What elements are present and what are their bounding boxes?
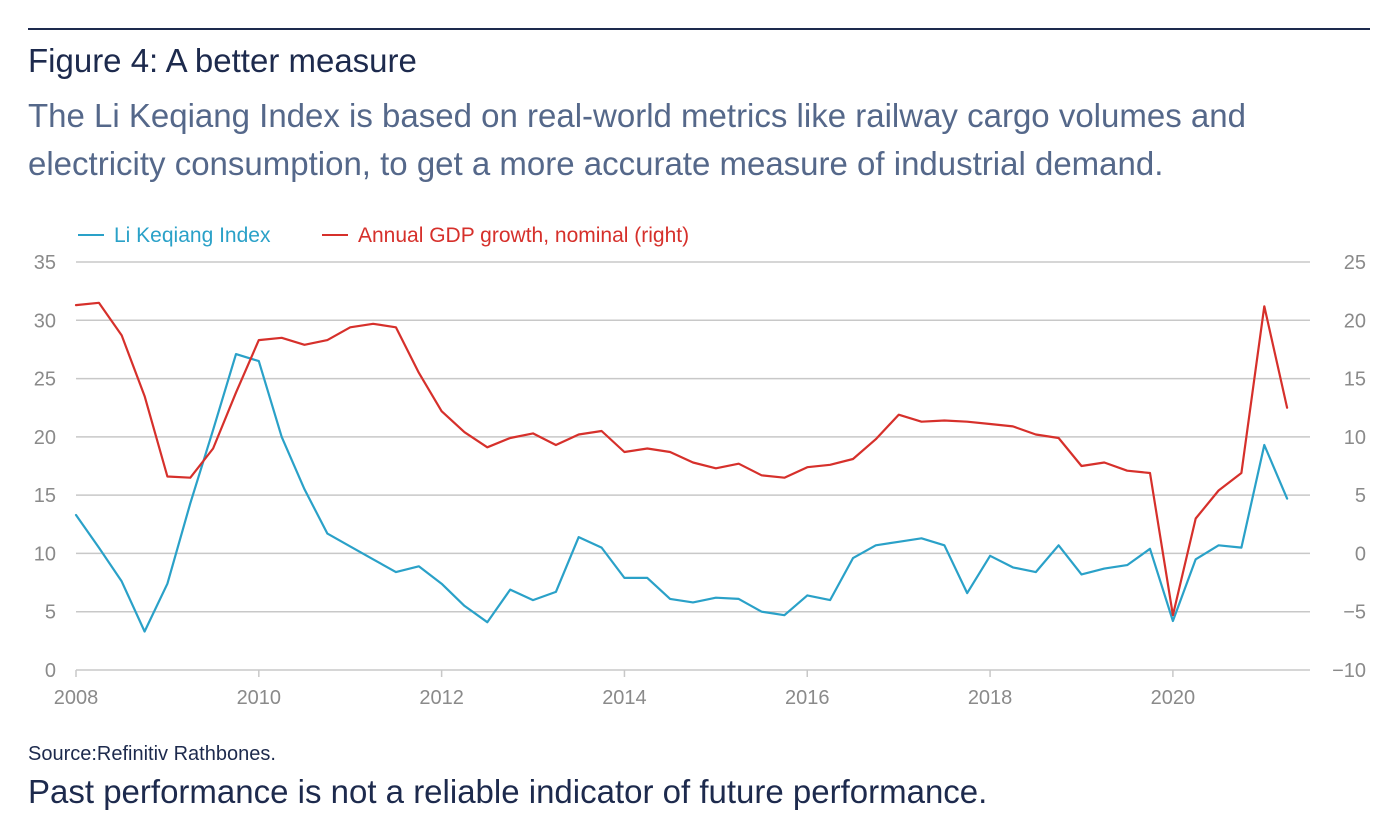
series-line-li-keqiang (74, 353, 1289, 633)
chart-legend: Li Keqiang Index Annual GDP growth, nomi… (78, 224, 689, 247)
left-tick-label: 25 (34, 369, 56, 391)
grid-lines (76, 261, 1310, 671)
series-line-gdp-growth (74, 301, 1289, 617)
figure-subtitle: The Li Keqiang Index is based on real-wo… (28, 97, 1246, 182)
left-axis-ticks: 0 5 10 15 20 25 30 35 (34, 252, 56, 682)
left-tick-label: 30 (34, 310, 56, 332)
x-tick-label: 2020 (1151, 687, 1196, 709)
right-tick-label: −5 (1343, 602, 1366, 624)
disclaimer-text: Past performance is not a reliable indic… (28, 773, 988, 810)
left-tick-label: 10 (34, 543, 56, 565)
left-tick-label: 20 (34, 427, 56, 449)
figure-title: Figure 4: A better measure (28, 42, 417, 79)
left-tick-label: 15 (34, 485, 56, 507)
left-tick-label: 0 (45, 660, 56, 682)
right-axis-ticks: −10 −5 0 5 10 15 20 25 (1332, 252, 1366, 682)
left-tick-label: 35 (34, 252, 56, 274)
x-tick-label: 2010 (237, 687, 282, 709)
legend-label-gdp-growth: Annual GDP growth, nominal (right) (358, 224, 689, 247)
right-tick-label: 25 (1344, 252, 1366, 274)
right-tick-label: 20 (1344, 310, 1366, 332)
x-tick-label: 2016 (785, 687, 830, 709)
series-lines (74, 301, 1289, 633)
right-tick-label: 15 (1344, 369, 1366, 391)
left-tick-label: 5 (45, 602, 56, 624)
x-tick-label: 2014 (602, 687, 647, 709)
right-tick-label: −10 (1332, 660, 1366, 682)
source-note: Source:Refinitiv Rathbones. (28, 743, 276, 765)
right-tick-label: 5 (1355, 485, 1366, 507)
top-rule (28, 28, 1370, 30)
x-tick-label: 2012 (419, 687, 464, 709)
right-tick-label: 0 (1355, 543, 1366, 565)
x-axis-ticks: 2008 2010 2012 2014 2016 2018 2020 (54, 670, 1195, 709)
x-tick-label: 2018 (968, 687, 1013, 709)
x-tick-label: 2008 (54, 687, 99, 709)
right-tick-label: 10 (1344, 427, 1366, 449)
legend-label-li-keqiang: Li Keqiang Index (114, 224, 271, 247)
line-chart: Li Keqiang Index Annual GDP growth, nomi… (34, 224, 1366, 709)
